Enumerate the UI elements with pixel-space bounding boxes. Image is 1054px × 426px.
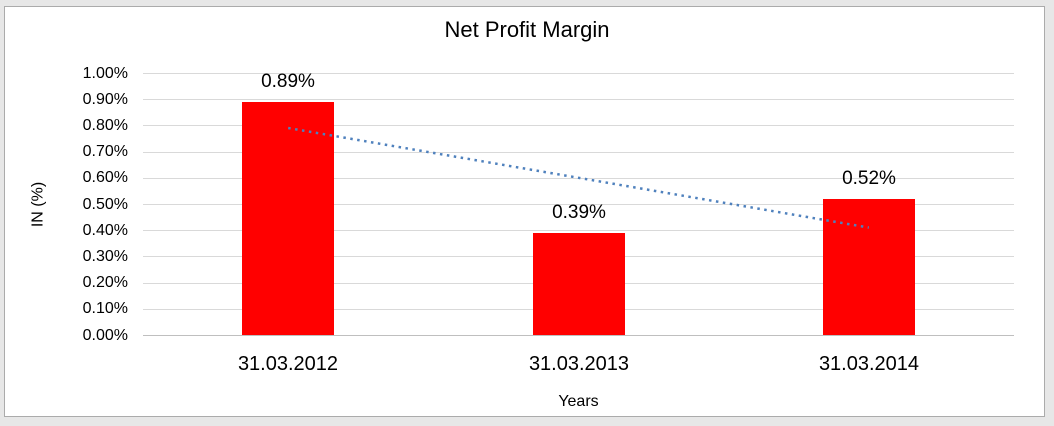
- y-tick-label: 0.50%: [82, 196, 128, 213]
- chart-title: Net Profit Margin: [444, 17, 610, 42]
- bar: [533, 233, 625, 335]
- y-tick-label: 0.70%: [82, 143, 128, 160]
- x-axis-line: [143, 335, 1014, 336]
- y-tick-label: 0.10%: [82, 300, 128, 317]
- y-tick-label: 0.00%: [82, 327, 128, 344]
- x-category-label: 31.03.2012: [237, 353, 339, 375]
- bar-value-label: 0.39%: [552, 202, 606, 223]
- bar-value-label: 0.52%: [842, 168, 896, 189]
- gridline: [143, 73, 1014, 74]
- y-tick-label: 1.00%: [82, 65, 128, 82]
- y-tick-label: 0.80%: [82, 117, 128, 134]
- bar: [823, 199, 915, 335]
- y-tick-label: 0.30%: [82, 248, 128, 265]
- y-tick-label: 0.40%: [82, 222, 128, 239]
- x-category-label: 31.03.2013: [528, 353, 630, 375]
- x-category-label: 31.03.2014: [818, 353, 920, 375]
- gridline: [143, 125, 1014, 126]
- bar-value-label: 0.89%: [261, 71, 315, 92]
- y-tick-label: 0.90%: [82, 91, 128, 108]
- bar: [242, 102, 334, 335]
- gridline: [143, 230, 1014, 231]
- x-axis-title: Years: [558, 393, 599, 410]
- gridline: [143, 99, 1014, 100]
- y-tick-label: 0.20%: [82, 274, 128, 291]
- y-tick-label: 0.60%: [82, 169, 128, 186]
